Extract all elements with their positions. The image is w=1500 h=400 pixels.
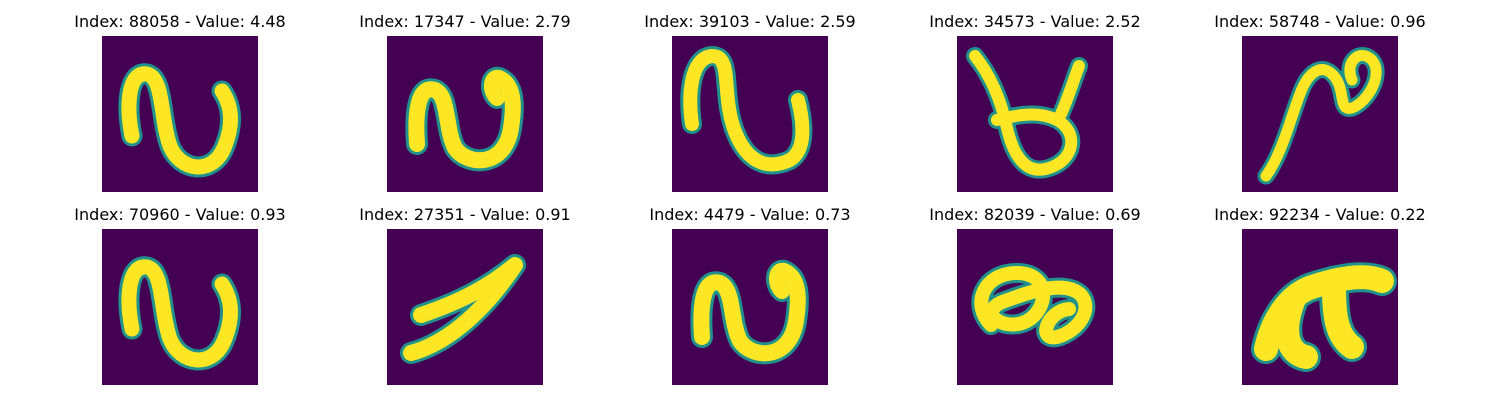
panel-9: Index: 92234 - Value: 0.22 xyxy=(1190,205,1450,385)
glyph-stroke-core xyxy=(1260,50,1382,182)
panel-0: Index: 88058 - Value: 4.48 xyxy=(50,12,310,192)
panel-2: Index: 39103 - Value: 2.59 xyxy=(620,12,880,192)
glyph-stroke-core xyxy=(693,262,806,362)
glyph-svg xyxy=(102,36,258,192)
glyph-image xyxy=(102,36,258,192)
panel-title: Index: 70960 - Value: 0.93 xyxy=(74,205,286,224)
glyph-image xyxy=(102,229,258,385)
glyph-stroke-core xyxy=(408,69,521,169)
glyph-svg xyxy=(957,36,1113,192)
glyph-image xyxy=(957,36,1113,192)
panel-title: Index: 34573 - Value: 2.52 xyxy=(929,12,1141,31)
glyph-image xyxy=(387,36,543,192)
glyph-svg xyxy=(957,229,1113,385)
panel-1: Index: 17347 - Value: 2.79 xyxy=(335,12,595,192)
panel-title: Index: 4479 - Value: 0.73 xyxy=(649,205,851,224)
panel-title: Index: 88058 - Value: 4.48 xyxy=(74,12,286,31)
panel-title: Index: 58748 - Value: 0.96 xyxy=(1214,12,1426,31)
panel-6: Index: 27351 - Value: 0.91 xyxy=(335,205,595,385)
glyph-image xyxy=(957,229,1113,385)
glyph-svg xyxy=(672,36,828,192)
glyph-svg xyxy=(672,229,828,385)
glyph-stroke-core xyxy=(683,49,810,172)
glyph-svg xyxy=(1242,229,1398,385)
glyph-svg xyxy=(102,229,258,385)
panel-5: Index: 70960 - Value: 0.93 xyxy=(50,205,310,385)
glyph-image xyxy=(1242,36,1398,192)
glyph-stroke-core xyxy=(969,50,1085,176)
panel-8: Index: 82039 - Value: 0.69 xyxy=(905,205,1165,385)
glyph-svg xyxy=(387,229,543,385)
panel-7: Index: 4479 - Value: 0.73 xyxy=(620,205,880,385)
panel-4: Index: 58748 - Value: 0.96 xyxy=(1190,12,1450,192)
glyph-image xyxy=(387,229,543,385)
panel-title: Index: 92234 - Value: 0.22 xyxy=(1214,205,1426,224)
glyph-stroke-core xyxy=(403,257,523,361)
glyph-stroke-core xyxy=(1254,265,1394,369)
glyph-svg xyxy=(1242,36,1398,192)
glyph-stroke-core xyxy=(121,66,238,175)
glyph-stroke-core xyxy=(121,259,238,368)
panel-title: Index: 27351 - Value: 0.91 xyxy=(359,205,571,224)
glyph-image xyxy=(1242,229,1398,385)
glyph-image xyxy=(672,36,828,192)
glyph-stroke-core xyxy=(974,266,1093,345)
glyph-image xyxy=(672,229,828,385)
glyph-svg xyxy=(387,36,543,192)
panel-3: Index: 34573 - Value: 2.52 xyxy=(905,12,1165,192)
panel-title: Index: 82039 - Value: 0.69 xyxy=(929,205,1141,224)
panel-title: Index: 17347 - Value: 2.79 xyxy=(359,12,571,31)
panel-title: Index: 39103 - Value: 2.59 xyxy=(644,12,856,31)
